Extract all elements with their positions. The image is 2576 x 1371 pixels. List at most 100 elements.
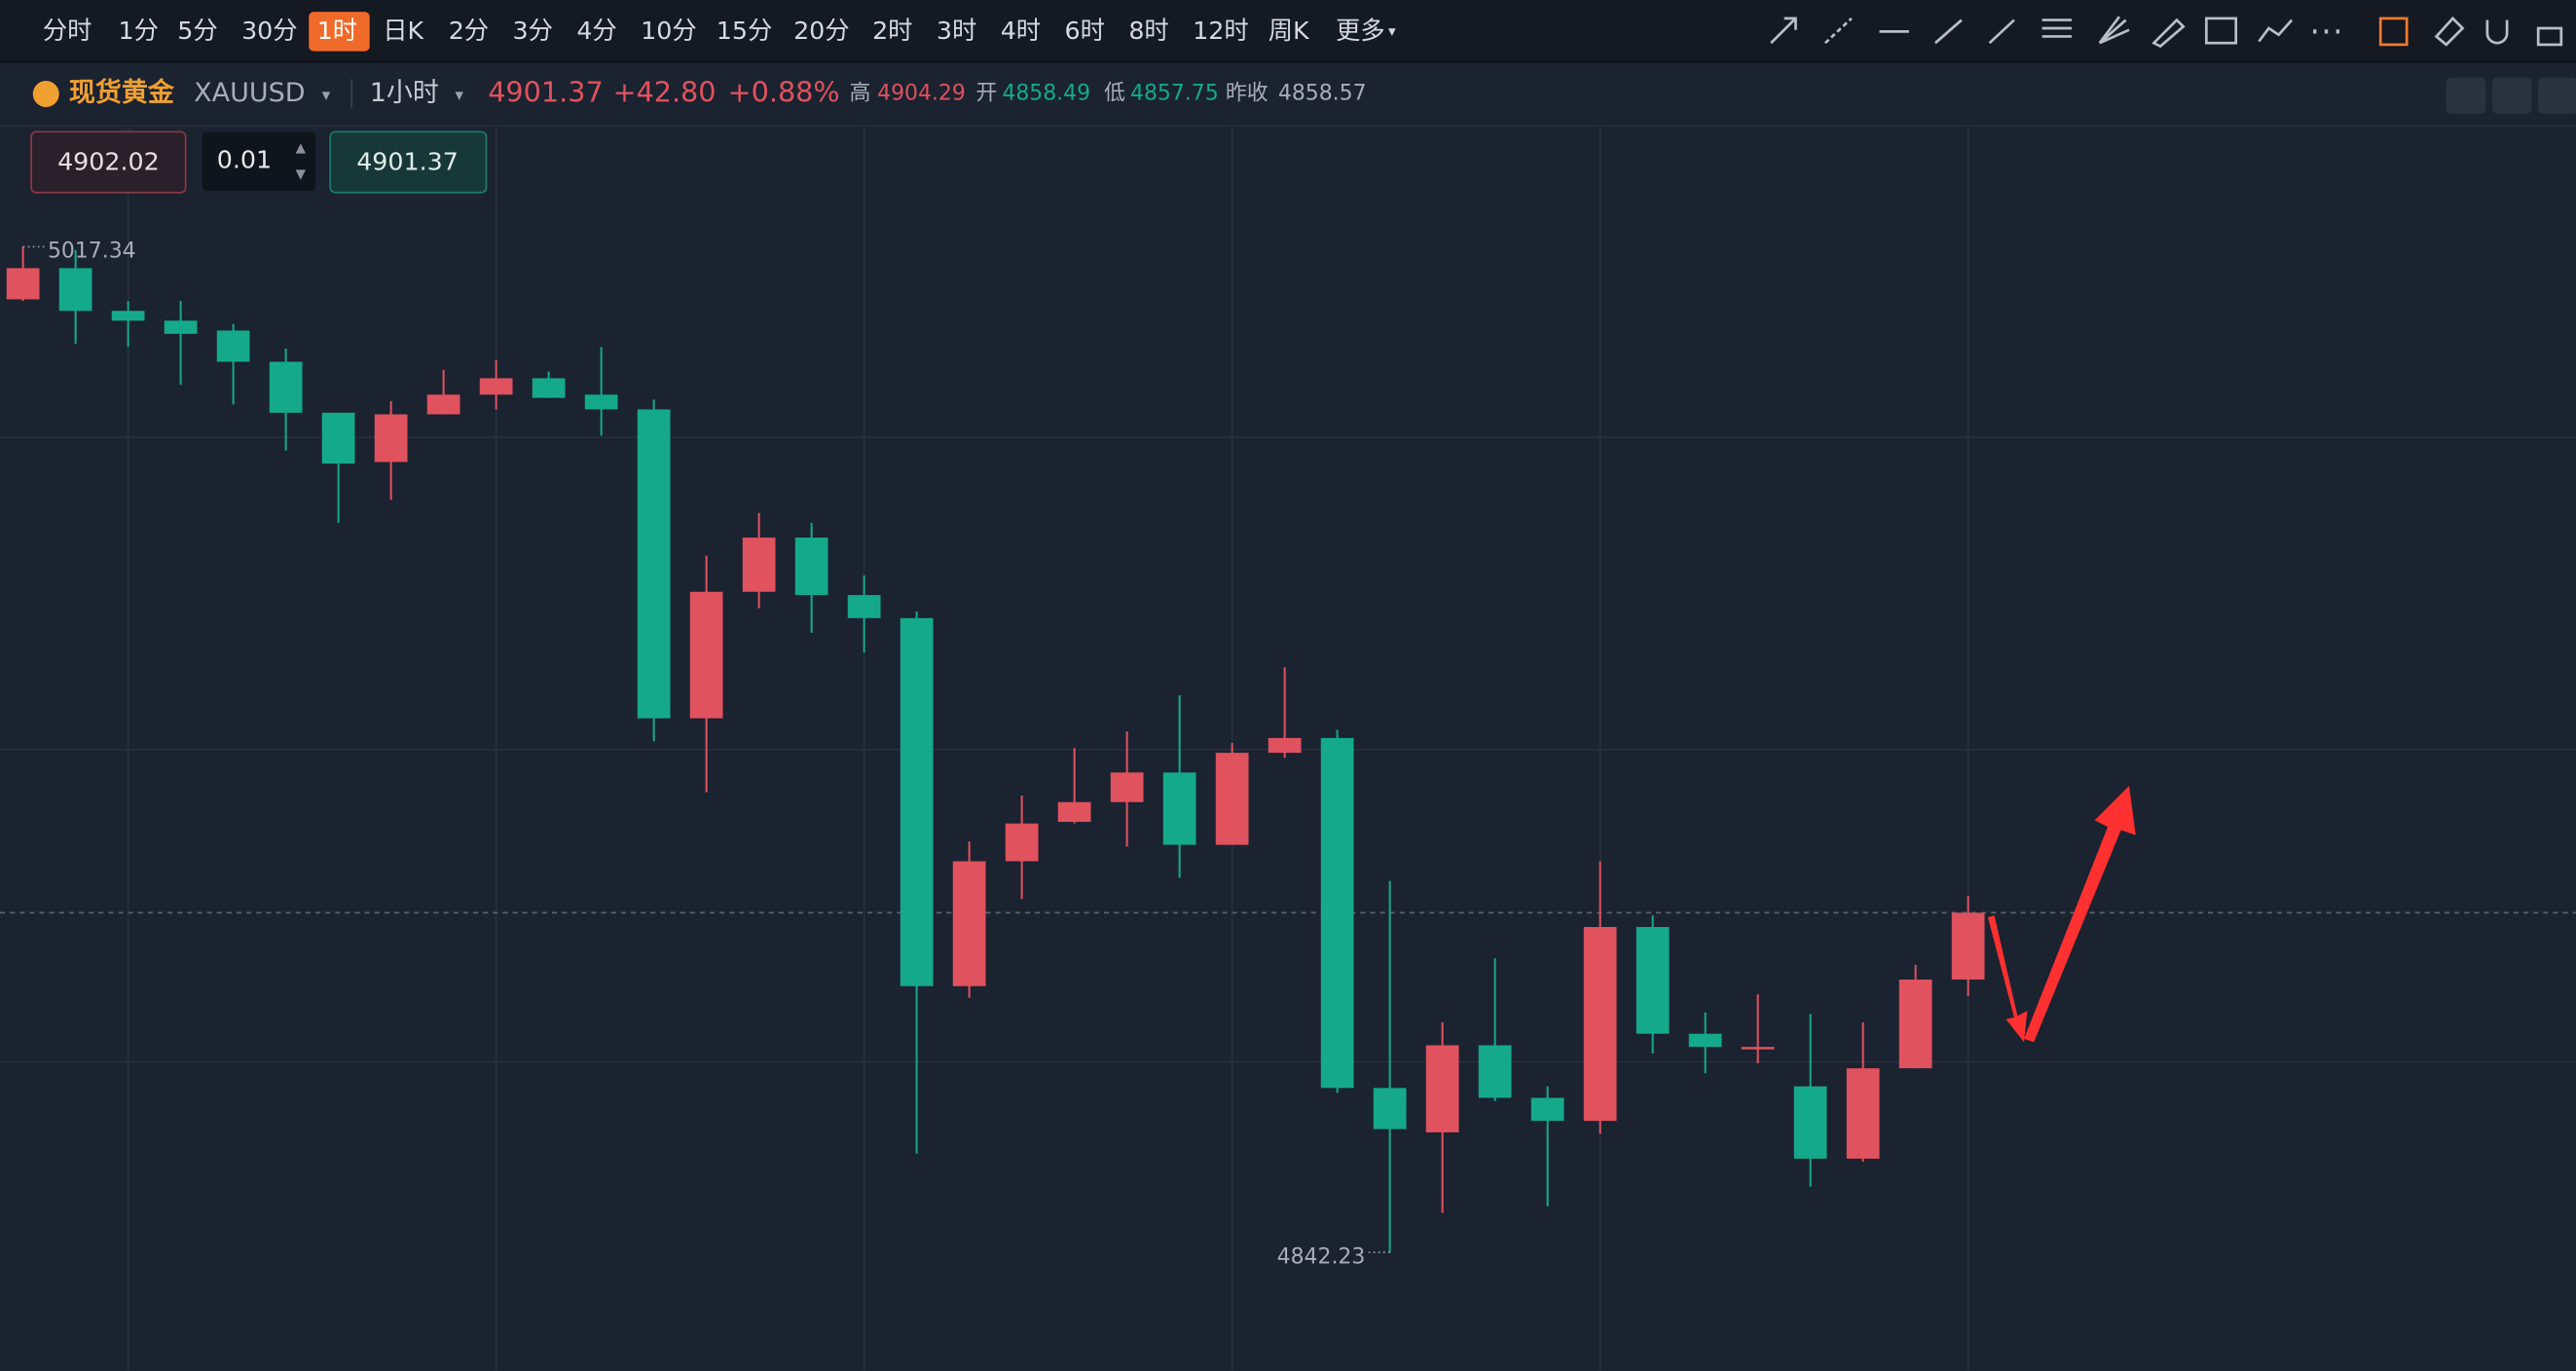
price: 4901.37 — [488, 76, 604, 109]
candle-body — [1373, 1088, 1407, 1130]
arrow-up — [2024, 785, 2136, 1043]
timeframe-button[interactable]: 日K — [383, 17, 424, 45]
sell-button[interactable] — [30, 130, 187, 194]
timeframe-button[interactable]: 1时 — [317, 17, 357, 45]
candle-body — [1425, 1045, 1459, 1132]
header-buttons — [2446, 77, 2576, 114]
candle-body — [847, 595, 881, 618]
timeframe-button[interactable]: 8时 — [1128, 17, 1168, 45]
more-caret: ▾ — [1388, 22, 1396, 40]
buy-button[interactable] — [329, 130, 488, 194]
buy-price: 4901.37 — [356, 147, 459, 175]
candle-body — [689, 591, 723, 719]
timeframe-button[interactable]: 分时 — [43, 17, 92, 45]
timeframe-button[interactable]: 30分 — [241, 17, 298, 45]
candle-body — [584, 394, 618, 410]
timeframe-button[interactable]: 10分 — [641, 17, 697, 45]
candle-body — [1688, 1033, 1722, 1048]
quantity: 0.01 — [217, 146, 272, 174]
eraser-tool[interactable] — [2434, 16, 2465, 47]
timeframe-button[interactable]: 5分 — [177, 17, 217, 45]
candle-body — [1005, 823, 1039, 862]
quantity-input[interactable] — [202, 131, 315, 192]
timeframe-button[interactable]: 6时 — [1065, 17, 1105, 45]
dropdown-caret[interactable]: ▾ — [322, 85, 331, 104]
timeframe-button[interactable]: 20分 — [793, 17, 850, 45]
timeframe-button[interactable]: 1分 — [119, 17, 159, 45]
candle-body — [1793, 1086, 1827, 1159]
candle-body — [1741, 1047, 1775, 1050]
max-label: 5017.34 — [48, 239, 136, 263]
timeframe-button[interactable]: 周K — [1269, 17, 1310, 45]
active-timeframe — [309, 12, 370, 52]
magnet-tool[interactable] — [2485, 19, 2509, 45]
timeframe-button[interactable]: 3分 — [513, 17, 553, 45]
edit-tool[interactable] — [2378, 17, 2409, 47]
arrow-down — [1987, 915, 2028, 1043]
pen-tool[interactable] — [2152, 18, 2186, 49]
timeframe-button[interactable]: 更多 — [1336, 17, 1385, 45]
low-label: 低 — [1104, 82, 1125, 106]
timeframe-toolbar — [0, 0, 2576, 61]
candle-body — [637, 409, 671, 719]
candle-body — [111, 311, 145, 321]
timeframe-button[interactable]: 2分 — [449, 17, 489, 45]
timeframe-button[interactable]: 12时 — [1193, 17, 1249, 45]
candle-body — [1583, 927, 1617, 1122]
code: XAUUSD — [194, 78, 305, 108]
timeframe-button[interactable]: 2时 — [872, 17, 912, 45]
lock-tool[interactable] — [2536, 26, 2563, 47]
candle-body — [794, 537, 828, 596]
candle-body — [900, 617, 934, 986]
candle-body — [1215, 753, 1249, 845]
candle-body — [1162, 772, 1196, 845]
qty-up[interactable]: ▲ — [296, 140, 307, 156]
symbol-icon — [32, 81, 59, 107]
fan-tool[interactable] — [2098, 16, 2130, 45]
open-label: 开 — [975, 82, 997, 106]
candle-body — [1636, 927, 1670, 1034]
open: 4858.49 — [1002, 82, 1090, 106]
indicator-button[interactable] — [2446, 77, 2486, 114]
timeframe-button[interactable]: 4时 — [1001, 17, 1041, 45]
candle-body — [1110, 772, 1144, 802]
symbol-header: 现货黄金 XAUUSD 1小时 4901.37 +42.80 +0.88% 高 4904.29… — [69, 76, 1367, 109]
prev-close-label: 昨收 — [1226, 82, 1269, 106]
candle-body — [479, 378, 513, 395]
dropdown-caret[interactable]: ▾ — [455, 85, 463, 104]
ray-tool[interactable] — [1823, 17, 1853, 45]
candle-body — [216, 330, 250, 362]
candle-body — [1530, 1097, 1564, 1122]
candle-body — [321, 412, 355, 464]
draw-button[interactable] — [2491, 77, 2532, 114]
grid — [0, 127, 2576, 1371]
timeframe-button[interactable]: 3时 — [937, 17, 976, 45]
candle-body — [532, 378, 566, 398]
arrow-tool[interactable] — [1770, 17, 1797, 45]
timeframe-group: 分时 1分 5分 30分 1时 日K 2分 3分 4分 10分 15分 20分 2时 3时 4时 6时 8时 12… — [43, 12, 1396, 52]
candle-body — [164, 320, 198, 334]
pattern-tool[interactable] — [2258, 19, 2294, 43]
timeframe-button[interactable]: 15分 — [717, 17, 773, 45]
qty-down[interactable]: ▼ — [296, 167, 307, 182]
timeframe-button[interactable]: 4分 — [576, 17, 616, 45]
candle-body — [426, 394, 460, 415]
candle-body — [1846, 1068, 1880, 1159]
period: 1小时 — [370, 78, 439, 108]
candle-body — [6, 268, 40, 300]
candle-body — [58, 268, 92, 312]
trend-tool[interactable] — [1988, 19, 2015, 45]
segment-tool[interactable] — [1933, 19, 1963, 45]
annotation-arrows — [1987, 785, 2136, 1043]
name: 现货黄金 — [69, 77, 175, 108]
fib-tool[interactable] — [2042, 19, 2072, 38]
drawing-tools — [1770, 16, 2563, 49]
sell-price: 4902.02 — [57, 147, 160, 175]
image-tool[interactable] — [2204, 17, 2238, 45]
candle-body — [374, 414, 408, 463]
high-label: 高 — [849, 82, 870, 106]
layout-button[interactable] — [2538, 77, 2576, 114]
change-pct: +0.88% — [728, 76, 840, 109]
